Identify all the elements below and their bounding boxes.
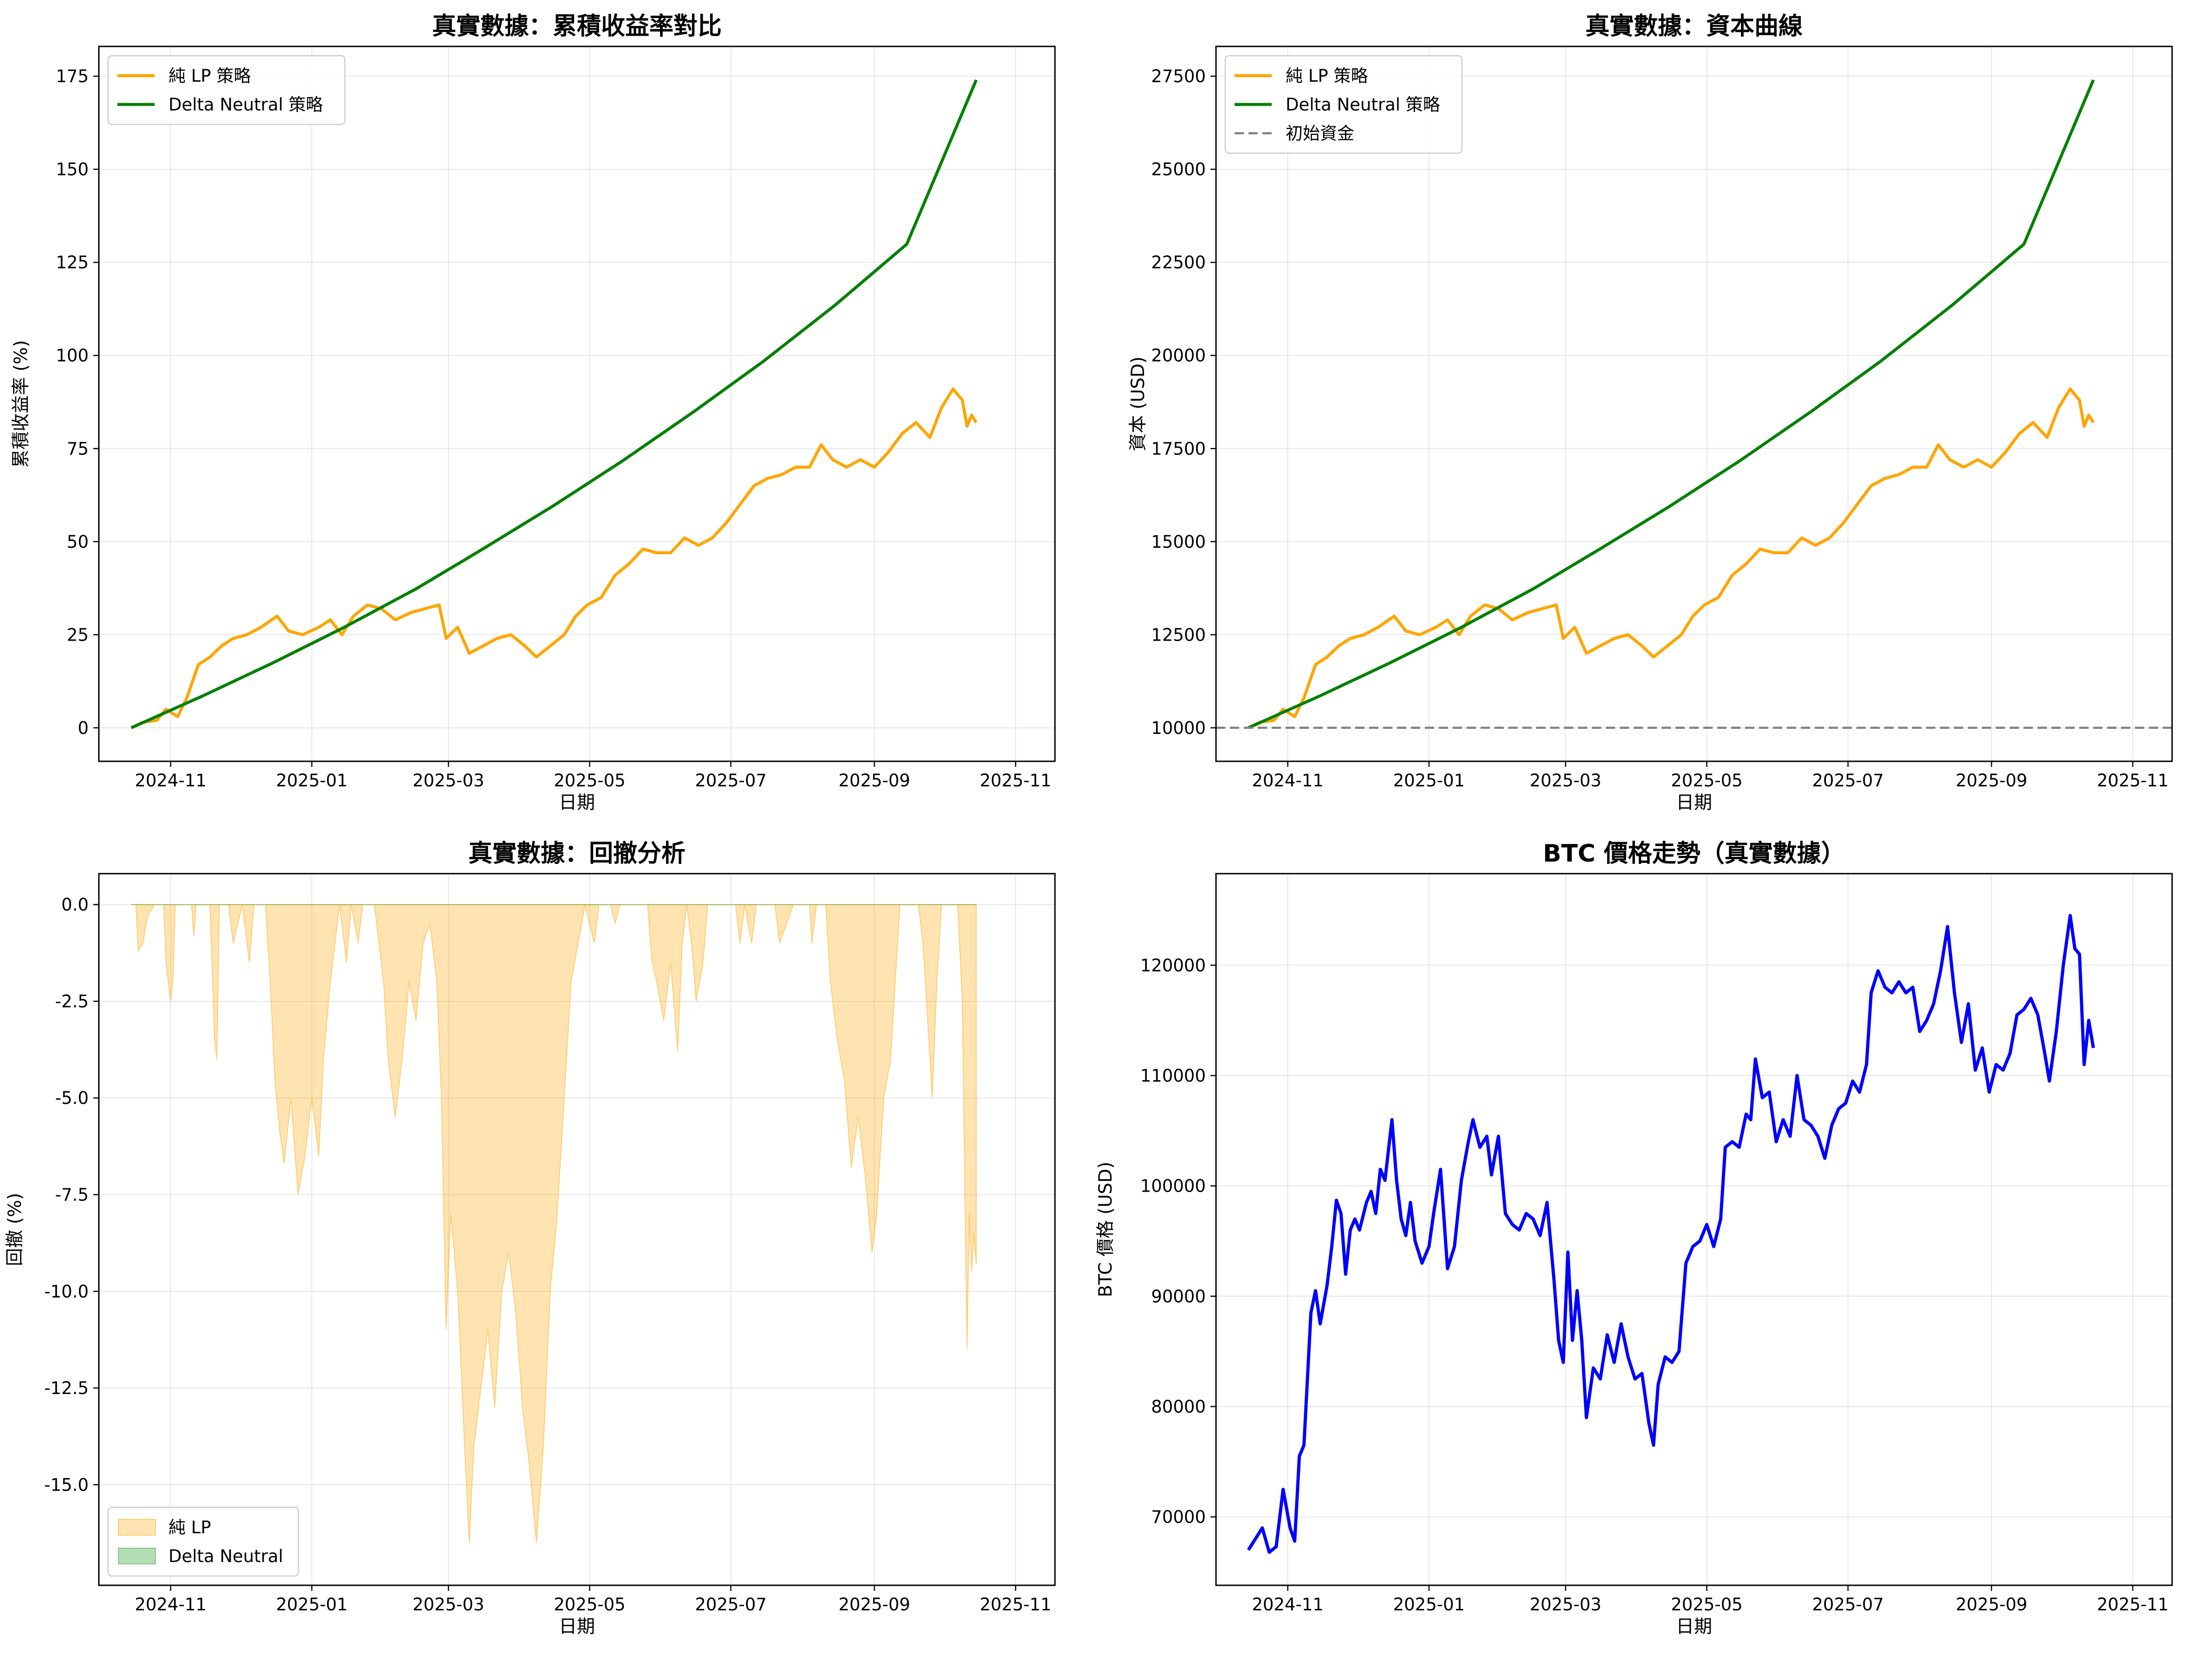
subplot-1: 2024-11 2025-01 2025-03 2025-05 2025-07 2025-… (11, 13, 1056, 813)
x-axis-label: 日期 (559, 1616, 595, 1637)
y-axis-label: 累積收益率 (%) (11, 340, 32, 468)
y-tick-label: 15000 (1151, 532, 1206, 552)
legend-label: 純 LP (168, 1518, 211, 1537)
y-tick-label: 175 (56, 66, 89, 86)
x-tick-label: 2025-01 (276, 771, 348, 791)
chart-title: 真實數據：回撤分析 (468, 840, 686, 868)
x-tick-label: 2025-11 (2097, 771, 2169, 791)
y-tick-label: -2.5 (55, 992, 89, 1012)
x-tick-label: 2025-07 (1812, 1595, 1884, 1615)
x-tick-label: 2025-05 (554, 1595, 626, 1615)
x-tick-label: 2025-07 (695, 771, 767, 791)
chart-title: 真實數據：累積收益率對比 (432, 13, 722, 40)
y-axis-label: 回撤 (%) (5, 1193, 26, 1266)
chart-title: 真實數據：資本曲線 (1585, 13, 1803, 40)
x-tick-label: 2025-11 (980, 771, 1052, 791)
series-line-2 (1248, 79, 2095, 729)
series-line-2 (130, 79, 978, 729)
chart-title: BTC 價格走勢（真實數據） (1543, 840, 1845, 868)
x-tick-label: 2025-03 (1530, 771, 1602, 791)
legend-box (107, 55, 346, 125)
x-tick-label: 2025-01 (276, 1595, 348, 1615)
x-tick-label: 2024-11 (1252, 771, 1324, 791)
x-axis-label: 日期 (1676, 792, 1712, 813)
legend-label: Delta Neutral 策略 (1286, 95, 1440, 115)
x-tick-label: 2025-09 (1956, 1595, 2028, 1615)
y-tick-label: 0.0 (61, 895, 89, 915)
axes-frame (98, 45, 1056, 762)
legend-label: Delta Neutral 策略 (168, 95, 323, 115)
x-tick-label: 2025-03 (1530, 1595, 1602, 1615)
legend-label: Delta Neutral (168, 1546, 283, 1566)
y-tick-label: 70000 (1151, 1507, 1206, 1527)
x-tick-label: 2024-11 (1252, 1595, 1324, 1615)
y-tick-label: 25000 (1151, 160, 1206, 180)
x-axis-label: 日期 (559, 792, 595, 813)
legend-box (1224, 55, 1463, 154)
y-tick-label: 25 (67, 625, 89, 645)
y-tick-label: 120000 (1140, 955, 1206, 975)
legend: 純 LP 策略 Delta Neutral 策略 (107, 55, 346, 125)
subplot-2: 2024-11 2025-01 2025-03 2025-05 2025-07 2025-… (1128, 13, 2173, 813)
y-axis-label: BTC 價格 (USD) (1095, 1161, 1116, 1297)
legend-swatch (118, 1548, 156, 1564)
x-tick-label: 2025-01 (1393, 771, 1465, 791)
legend-label: 純 LP 策略 (168, 66, 251, 86)
y-tick-label: 50 (67, 532, 89, 552)
y-tick-label: 100000 (1140, 1176, 1206, 1196)
y-tick-label: 100 (56, 346, 89, 366)
x-tick-label: 2025-09 (1956, 771, 2028, 791)
legend: 純 LP Delta Neutral (107, 1506, 299, 1577)
x-tick-label: 2025-05 (1671, 1595, 1743, 1615)
subplot-4: 2024-11 2025-01 2025-03 2025-05 2025-07 2025-… (1095, 840, 2173, 1637)
legend-label: 初始資金 (1286, 123, 1354, 143)
x-tick-label: 2025-03 (413, 771, 485, 791)
x-tick-label: 2025-03 (413, 1595, 485, 1615)
x-tick-label: 2025-09 (839, 1595, 911, 1615)
y-axis-label: 資本 (USD) (1128, 357, 1149, 451)
legend-label: 純 LP 策略 (1286, 66, 1368, 86)
y-tick-label: 20000 (1151, 346, 1206, 366)
legend-swatch (118, 1519, 156, 1536)
axes-frame (1215, 873, 2173, 1586)
y-tick-label: -5.0 (55, 1088, 89, 1108)
axes-frame (98, 873, 1056, 1586)
y-tick-label: -10.0 (44, 1282, 89, 1302)
series-area-1 (131, 904, 977, 1543)
y-tick-label: 90000 (1151, 1286, 1206, 1306)
series-line-1 (1248, 387, 2095, 729)
y-tick-label: -12.5 (44, 1378, 89, 1398)
x-tick-label: 2025-11 (2097, 1595, 2169, 1615)
y-tick-label: 17500 (1151, 439, 1206, 459)
x-tick-label: 2024-11 (135, 1595, 207, 1615)
y-tick-label: 27500 (1151, 66, 1206, 86)
x-tick-label: 2024-11 (135, 771, 207, 791)
y-tick-label: 125 (56, 253, 89, 272)
series-line-1 (1247, 914, 2095, 1554)
y-tick-label: 150 (56, 160, 89, 180)
y-tick-label: 22500 (1151, 253, 1206, 272)
y-tick-label: -15.0 (44, 1475, 89, 1495)
x-tick-label: 2025-11 (980, 1595, 1052, 1615)
x-tick-label: 2025-01 (1393, 1595, 1465, 1615)
y-tick-label: 12500 (1151, 625, 1206, 645)
x-tick-label: 2025-07 (695, 1595, 767, 1615)
y-tick-label: 10000 (1151, 718, 1206, 738)
y-tick-label: 80000 (1151, 1397, 1206, 1417)
y-tick-label: -7.5 (55, 1185, 89, 1205)
axes-frame (1215, 45, 2173, 762)
series-line-1 (130, 387, 978, 729)
y-tick-label: 75 (67, 439, 89, 459)
subplot-3: 2024-11 2025-01 2025-03 2025-05 2025-07 2025-… (5, 840, 1056, 1637)
x-tick-label: 2025-05 (1671, 771, 1743, 791)
x-tick-label: 2025-05 (554, 771, 626, 791)
y-tick-label: 110000 (1140, 1066, 1206, 1086)
x-tick-label: 2025-09 (839, 771, 911, 791)
x-tick-label: 2025-07 (1812, 771, 1884, 791)
x-axis-label: 日期 (1676, 1616, 1712, 1637)
y-tick-label: 0 (78, 718, 89, 738)
